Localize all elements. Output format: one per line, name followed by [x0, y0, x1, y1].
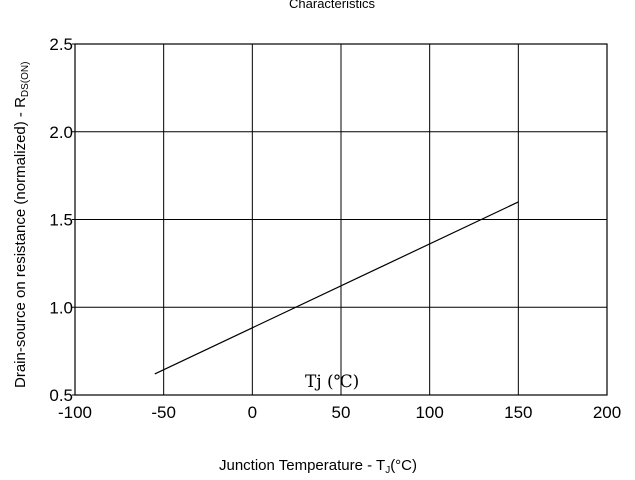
y-axis-label: Drain-source on resistance (normalized) …	[12, 62, 31, 389]
x-tick-label: 100	[415, 403, 443, 422]
series-line	[154, 201, 519, 375]
x-axis-label: Junction Temperature - TJ(°C)	[219, 457, 417, 476]
grid	[75, 44, 607, 395]
x-tick-label: -100	[58, 403, 92, 422]
y-tick-label: 1.0	[49, 298, 73, 317]
series-group	[154, 201, 519, 375]
x-axis: -100 -50 0 50 100 150 200	[58, 403, 621, 422]
temperature-annotation: Tj (℃)	[305, 372, 359, 392]
y-axis: 0.5 1.0 1.5 2.0 2.5	[49, 35, 75, 405]
x-tick-label: 150	[504, 403, 532, 422]
x-tick-label: 50	[332, 403, 351, 422]
chart-title: Characteristics	[289, 0, 375, 11]
y-tick-label: 1.5	[49, 211, 73, 230]
x-tick-label: -50	[151, 403, 176, 422]
y-tick-label: 2.0	[49, 123, 73, 142]
x-tick-label: 0	[248, 403, 257, 422]
y-tick-label: 0.5	[49, 386, 73, 405]
x-tick-label: 200	[593, 403, 621, 422]
y-tick-label: 2.5	[49, 35, 73, 54]
